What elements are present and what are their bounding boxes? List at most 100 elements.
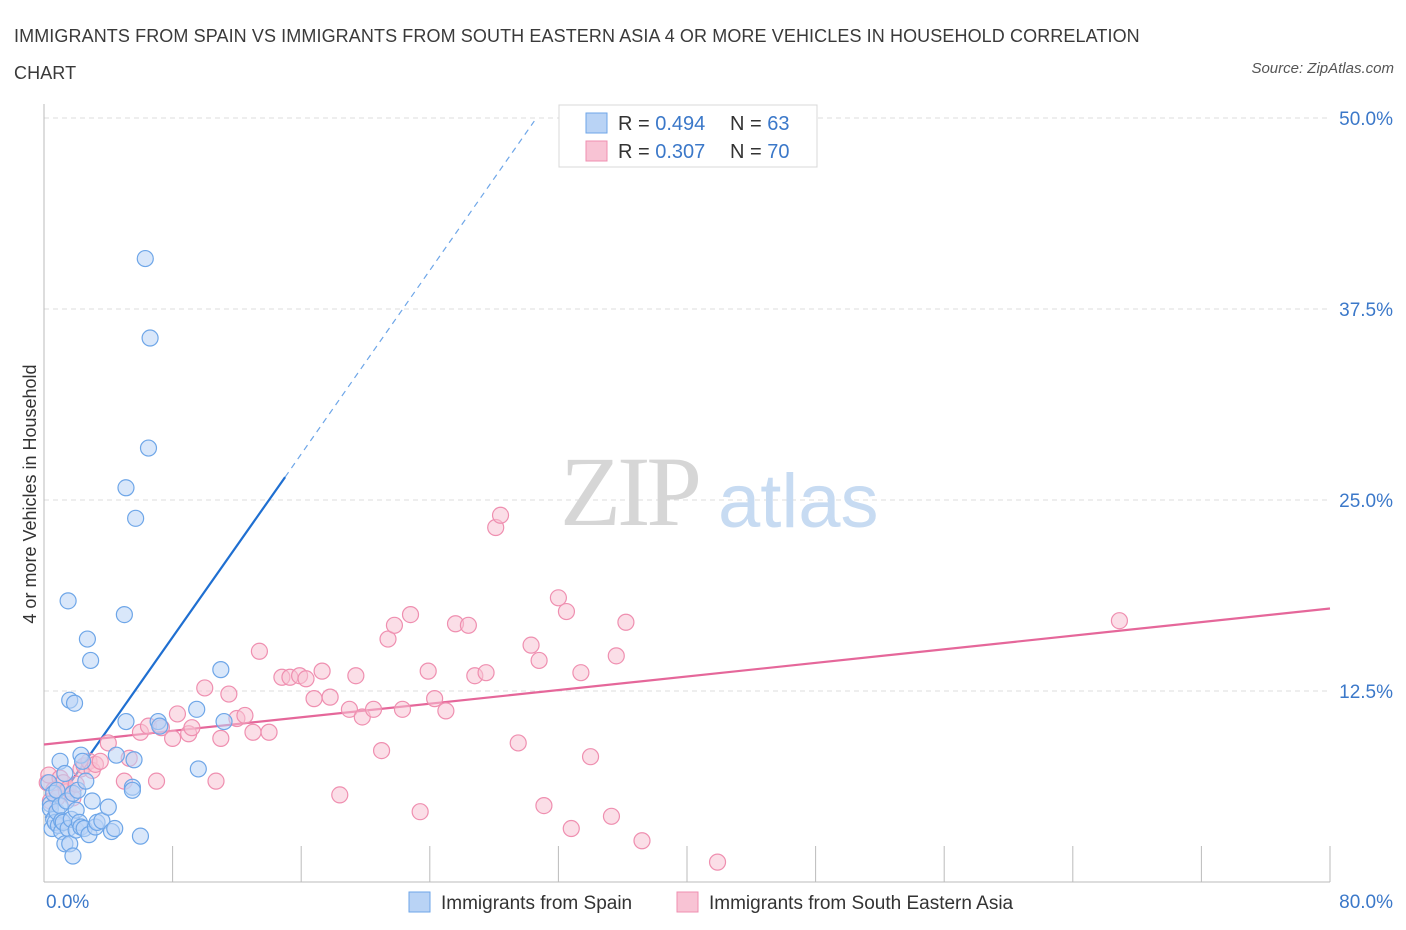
point-spain-41 (93, 812, 111, 830)
r-label-sea: R = (618, 141, 655, 163)
point-spain-48 (117, 479, 135, 497)
y-tick-label-2: 37.5% (1339, 300, 1393, 321)
watermark-zip: ZIP (560, 436, 698, 547)
point-sea-16 (91, 752, 109, 770)
point-spain-16 (56, 764, 74, 783)
point-sea-44 (331, 786, 349, 804)
point-spain-60 (189, 760, 207, 778)
point-spain-35 (78, 630, 97, 648)
point-sea-43 (321, 688, 339, 706)
point-sea-67 (535, 796, 553, 815)
point-sea-51 (385, 616, 404, 634)
point-sea-46 (347, 667, 365, 685)
point-sea-63 (491, 506, 510, 524)
svg-text:N = 63: N = 63 (730, 113, 790, 135)
n-value-spain: 63 (767, 113, 789, 135)
legend-swatch-sea (676, 891, 699, 913)
point-sea-40 (297, 670, 315, 688)
y-tick-label-0: 12.5% (1339, 682, 1393, 703)
point-sea-41 (305, 690, 323, 708)
point-sea-34 (244, 723, 262, 741)
point-sea-73 (602, 807, 621, 825)
point-sea-53 (401, 605, 420, 624)
point-sea-64 (509, 734, 527, 752)
chart-title: IMMIGRANTS FROM SPAIN VS IMMIGRANTS FROM… (14, 26, 1140, 83)
point-spain-38 (83, 792, 101, 810)
y-axis-label: 4 or more Vehicles in Household (20, 364, 40, 623)
point-spain-50 (123, 781, 142, 799)
stats-swatch-spain (585, 112, 608, 134)
point-sea-77 (708, 853, 727, 871)
point-sea-55 (419, 662, 437, 680)
tick-labels: 12.5% 25.0% 37.5% 50.0% 0.0% 80.0% (46, 109, 1393, 913)
point-spain-58 (151, 717, 169, 735)
point-sea-27 (183, 719, 201, 737)
point-sea-54 (411, 803, 429, 821)
point-spain-47 (117, 712, 135, 731)
point-sea-42 (313, 662, 331, 680)
watermark-atlas: atlas (718, 459, 879, 544)
point-spain-54 (136, 249, 154, 268)
axes (43, 104, 1331, 883)
point-sea-29 (207, 772, 225, 790)
point-sea-24 (164, 729, 182, 747)
trend-line-sea (43, 607, 1331, 746)
y-tick-label-3: 50.0% (1339, 109, 1393, 130)
point-sea-69 (557, 602, 576, 621)
trend-line-spain-extension (284, 120, 535, 478)
point-sea-74 (607, 647, 625, 665)
svg-text:R = 0.494: R = 0.494 (618, 113, 705, 135)
point-spain-32 (73, 752, 92, 770)
legend-label-spain: Immigrants from Spain (441, 893, 632, 914)
n-value-sea: 70 (767, 141, 789, 163)
r-value-spain: 0.494 (655, 113, 705, 135)
point-spain-44 (106, 819, 124, 838)
stats-legend: R = 0.494 N = 63 R = 0.307 N = 70 (558, 104, 818, 168)
x-tick-label-0: 0.0% (46, 892, 89, 913)
point-spain-59 (188, 700, 206, 718)
point-sea-49 (372, 741, 391, 760)
point-spain-19 (59, 592, 77, 610)
point-sea-59 (459, 616, 477, 634)
point-spain-25 (65, 694, 84, 712)
point-sea-70 (562, 819, 580, 838)
point-sea-52 (393, 700, 412, 718)
svg-text:R = 0.307: R = 0.307 (618, 141, 705, 163)
point-spain-45 (107, 746, 125, 764)
point-sea-17 (99, 734, 117, 752)
gridlines (44, 117, 1330, 692)
r-label-spain: R = (618, 113, 655, 135)
point-sea-30 (212, 729, 230, 747)
point-sea-36 (260, 723, 278, 741)
point-spain-56 (141, 329, 159, 347)
point-spain-62 (215, 712, 233, 731)
point-sea-33 (236, 706, 254, 725)
point-sea-50 (379, 630, 397, 648)
point-sea-68 (549, 589, 568, 607)
legend-swatch-spain (408, 891, 431, 913)
point-spain-61 (212, 661, 230, 679)
point-sea-25 (168, 705, 187, 723)
point-spain-46 (115, 605, 133, 624)
point-spain-42 (99, 798, 117, 816)
point-spain-55 (139, 439, 158, 457)
source-label: Source: ZipAtlas.com (1251, 60, 1394, 77)
watermark: ZIP atlas (560, 436, 879, 547)
point-spain-52 (127, 509, 145, 527)
point-sea-57 (437, 702, 455, 720)
point-sea-78 (1110, 612, 1129, 630)
stats-swatch-sea (585, 140, 608, 162)
point-spain-53 (131, 827, 150, 845)
point-sea-76 (633, 832, 651, 850)
point-spain-34 (77, 772, 95, 790)
x-tick-label-1: 80.0% (1339, 892, 1393, 913)
point-spain-51 (125, 751, 143, 769)
point-spain-24 (64, 847, 82, 865)
point-sea-65 (522, 636, 540, 654)
point-sea-61 (477, 664, 495, 682)
point-sea-72 (581, 748, 600, 766)
point-sea-66 (530, 651, 548, 670)
point-sea-31 (220, 685, 238, 703)
series-legend: Immigrants from Spain Immigrants from So… (408, 891, 1014, 914)
